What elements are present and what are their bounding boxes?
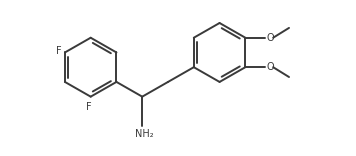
Text: O: O: [266, 62, 274, 72]
Text: F: F: [56, 46, 62, 56]
Text: NH₂: NH₂: [135, 129, 153, 139]
Text: O: O: [266, 33, 274, 43]
Text: F: F: [86, 102, 91, 112]
